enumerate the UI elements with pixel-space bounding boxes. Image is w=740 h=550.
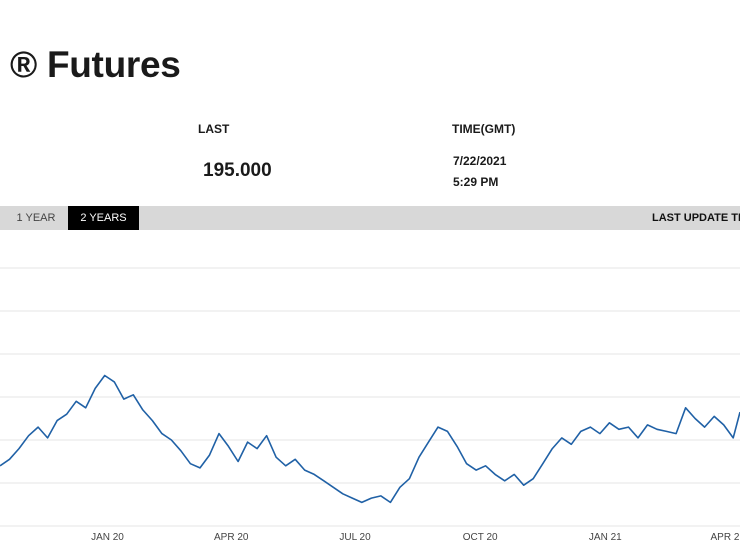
range-tab-2-years[interactable]: 2 YEARS [68,206,139,230]
x-tick-label: JAN 21 [589,532,622,543]
chart-gridlines [0,267,740,527]
quote-time: 5:29 PM [453,175,499,189]
range-selector-bar: 1 YEAR 2 YEARS LAST UPDATE TIME [0,206,740,230]
last-price-label: LAST [198,122,230,136]
price-line-chart: JAN 20 APR 20 JUL 20 OCT 20 JAN 21 APR 21 [0,267,740,543]
page-title: ® Futures [10,44,181,85]
time-gmt-label: TIME(GMT) [452,122,516,136]
last-update-time-label: LAST UPDATE TIME [652,212,740,224]
chart-series [0,374,740,504]
last-price-value: 195.000 [203,160,272,181]
x-tick-label: APR 21 [711,532,740,543]
x-tick-label: JAN 20 [91,532,124,543]
x-tick-label: JUL 20 [339,532,371,543]
quote-date: 7/22/2021 [453,154,507,168]
x-tick-label: OCT 20 [463,532,498,543]
chart-x-axis: JAN 20 APR 20 JUL 20 OCT 20 JAN 21 APR 21 [91,532,740,543]
range-tab-1-year[interactable]: 1 YEAR [16,212,56,224]
price-series-line [0,374,740,504]
x-tick-label: APR 20 [214,532,249,543]
